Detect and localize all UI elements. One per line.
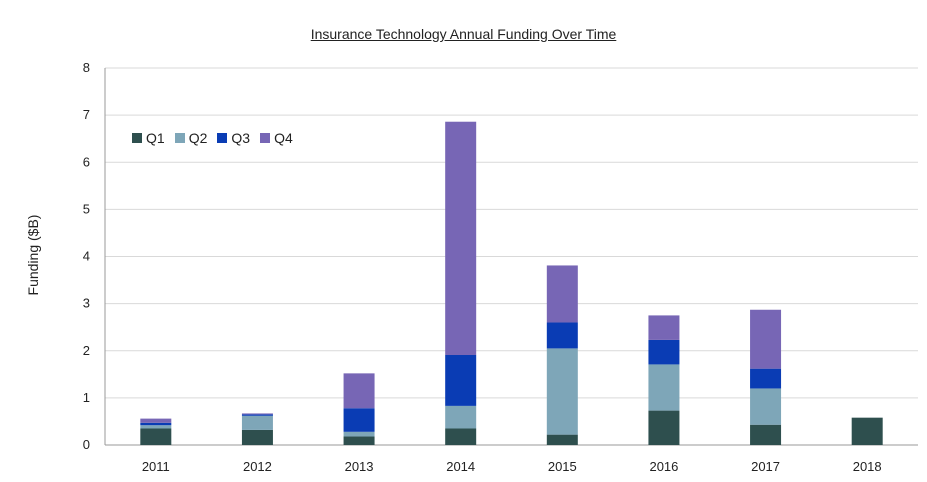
bar-q4-2015: [546, 265, 578, 323]
legend-label: Q2: [188, 130, 208, 146]
x-tick-label: 2015: [548, 459, 577, 474]
legend-item-q1: Q1: [132, 130, 165, 146]
y-tick-label: 8: [83, 60, 90, 75]
bar-q1-2016: [648, 410, 680, 445]
bar-q2-2015: [546, 348, 578, 435]
bar-q2-2012: [241, 415, 273, 430]
legend-item-q2: Q2: [174, 130, 208, 146]
y-tick-label: 2: [83, 343, 90, 358]
bar-q4-2014: [445, 121, 477, 355]
bar-q3-2011: [140, 422, 172, 426]
bar-q4-2011: [140, 418, 172, 423]
legend-item-q4: Q4: [260, 130, 293, 146]
legend-label: Q3: [231, 130, 251, 146]
x-tick-label: 2018: [853, 459, 882, 474]
bar-q1-2015: [546, 434, 578, 445]
legend-label: Q1: [146, 130, 165, 146]
bar-q3-2015: [546, 322, 578, 349]
y-tick-label: 1: [83, 390, 90, 405]
bar-q2-2013: [343, 431, 375, 437]
y-tick-label: 3: [83, 296, 90, 311]
bar-q4-2012: [241, 413, 273, 415]
bar-q3-2016: [648, 339, 680, 365]
bar-q1-2011: [140, 428, 172, 445]
legend-swatch: [217, 133, 228, 143]
bar-q4-2017: [750, 309, 782, 369]
bar-q2-2011: [140, 425, 172, 429]
bar-q2-2017: [750, 388, 782, 425]
bar-q1-2012: [241, 429, 273, 445]
bar-q1-2017: [750, 424, 782, 445]
legend-item-q3: Q3: [217, 130, 250, 146]
bar-q4-2016: [648, 315, 680, 340]
y-tick-label: 6: [83, 154, 90, 169]
bar-q1-2013: [343, 436, 375, 445]
y-tick-label: 4: [83, 249, 90, 264]
x-tick-label: 2014: [446, 459, 475, 474]
legend-swatch: [260, 133, 271, 143]
legend: Q1 Q2 Q3 Q4: [132, 130, 293, 146]
legend-label: Q4: [274, 130, 293, 146]
bar-q2-2016: [648, 364, 680, 411]
x-tick-label: 2011: [142, 459, 170, 474]
legend-swatch: [132, 133, 142, 143]
x-tick-label: 2013: [345, 459, 374, 474]
bar-q1-2018: [851, 417, 883, 445]
bar-q4-2013: [343, 373, 375, 409]
x-tick-label: 2016: [649, 459, 678, 474]
bar-q3-2014: [445, 354, 477, 406]
bar-q3-2017: [750, 368, 782, 389]
bar-q1-2014: [445, 428, 477, 445]
x-tick-label: 2012: [243, 459, 272, 474]
bar-q3-2012: [241, 414, 273, 416]
y-tick-label: 5: [83, 201, 90, 216]
bar-q3-2013: [343, 408, 375, 432]
legend-swatch: [174, 133, 185, 143]
chart-title: Insurance Technology Annual Funding Over…: [310, 26, 617, 42]
bar-q2-2014: [445, 405, 477, 429]
y-tick-label: 0: [83, 437, 90, 452]
x-tick-label: 2017: [751, 459, 780, 474]
y-tick-label: 7: [83, 107, 90, 122]
